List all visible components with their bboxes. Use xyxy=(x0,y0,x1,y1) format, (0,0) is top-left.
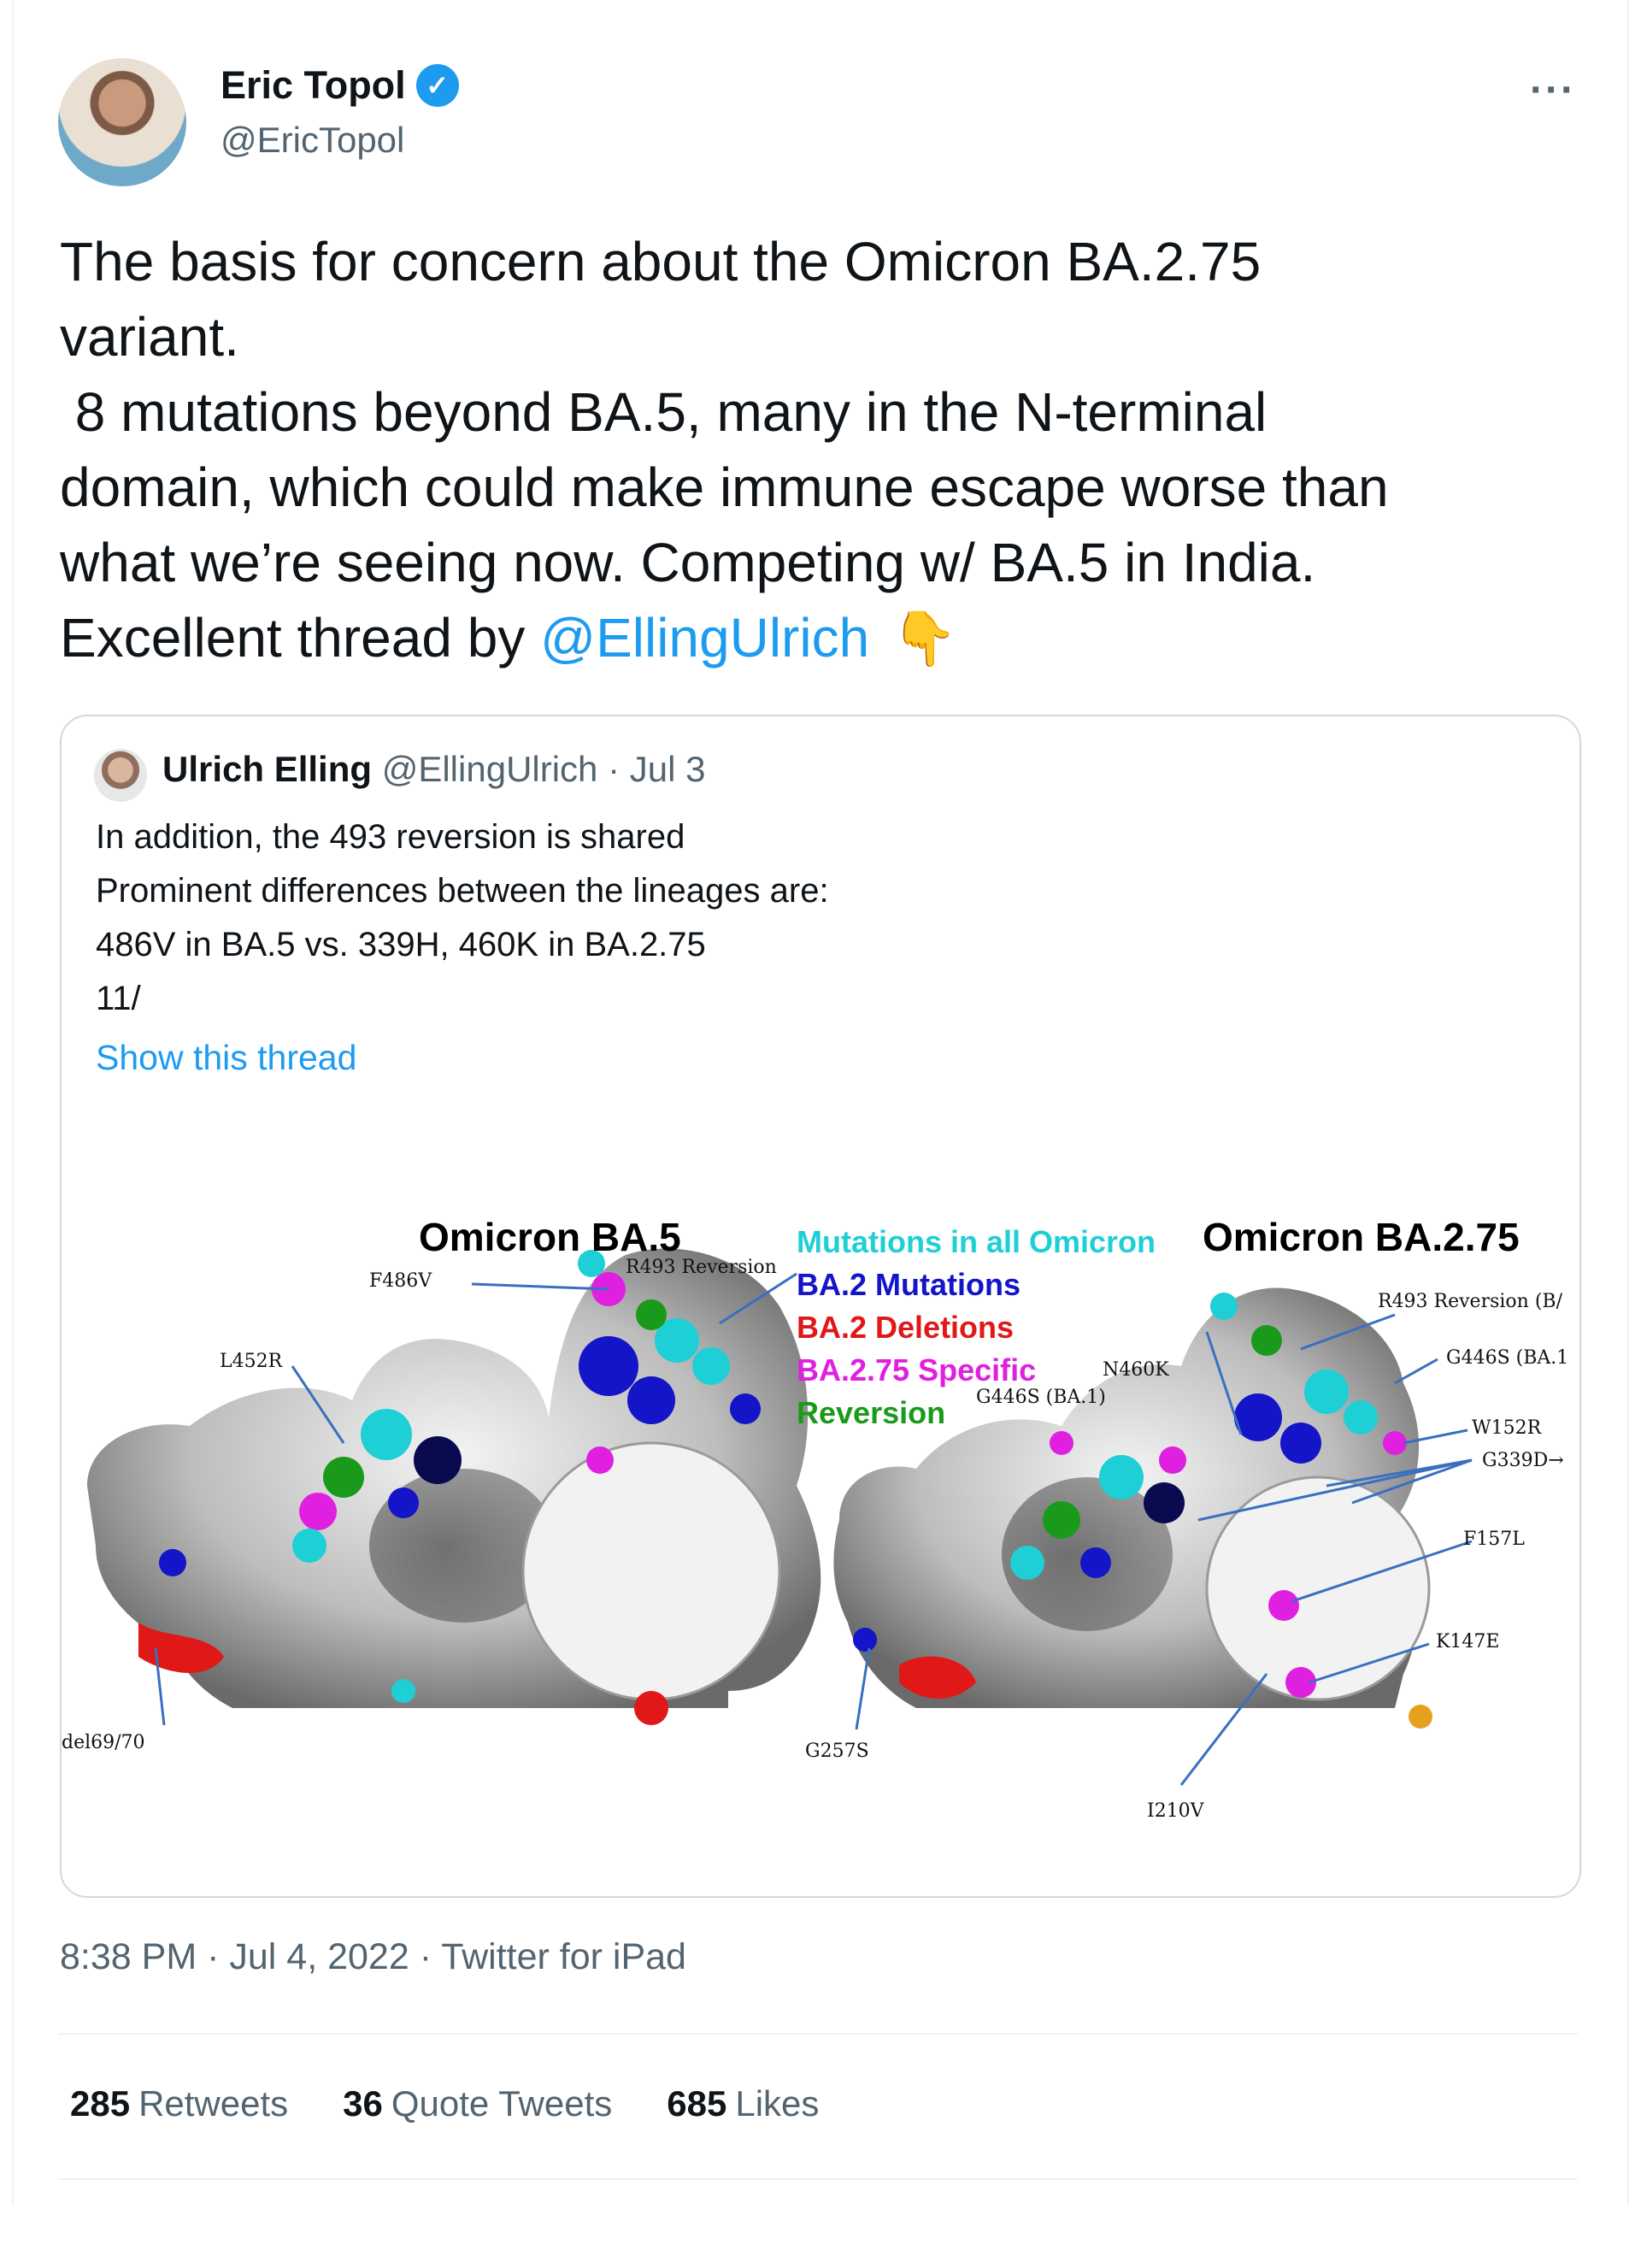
legend-item: BA.2 Deletions xyxy=(797,1310,1015,1345)
quoted-tweet-date[interactable]: Jul 3 xyxy=(629,749,706,789)
quoted-line: 486V in BA.5 vs. 339H, 460K in BA.2.75 xyxy=(96,926,706,963)
author-name-row: Eric Topol ✓ xyxy=(221,63,459,108)
label-g257s: G257S xyxy=(805,1741,869,1762)
meta-separator: · xyxy=(197,1936,230,1977)
ba5-title: Omicron BA.5 xyxy=(419,1215,681,1259)
quoted-tweet-card[interactable]: Ulrich Elling @EllingUlrich · Jul 3 In a… xyxy=(60,715,1581,1898)
ba275-title: Omicron BA.2.75 xyxy=(1203,1215,1520,1259)
divider xyxy=(58,2178,1578,2180)
retweets-label: Retweets xyxy=(138,2083,289,2124)
show-thread-link[interactable]: Show this thread xyxy=(96,1038,357,1077)
tweet-time[interactable]: 8:38 PM xyxy=(60,1936,197,1977)
protein-structures xyxy=(87,1248,1473,1786)
label-l452r: L452R xyxy=(220,1351,283,1372)
tweet-line-last: Excellent thread by @EllingUlrich 👇 xyxy=(60,600,1581,677)
likes-count: 685 xyxy=(667,2083,727,2124)
label-f486v: F486V xyxy=(369,1270,432,1292)
tweet-timestamp: 8:38 PM · Jul 4, 2022 · Twitter for iPad xyxy=(60,1936,686,1978)
tweet-line: The basis for concern about the Omicron … xyxy=(60,231,1262,292)
author-avatar[interactable] xyxy=(58,58,186,186)
quoted-tweet-header: Ulrich Elling @EllingUlrich · Jul 3 xyxy=(162,749,705,790)
label-k147e: K147E xyxy=(1436,1631,1500,1652)
tweet-frame xyxy=(12,0,1629,2206)
label-n460k: N460K xyxy=(1103,1359,1169,1381)
figure-legend: Mutations in all Omicron BA.2 Mutations … xyxy=(797,1221,1156,1434)
likes-stat[interactable]: 685 Likes xyxy=(667,2083,819,2124)
label-r493: R493 Reversion xyxy=(626,1257,777,1278)
legend-item: BA.2 Mutations xyxy=(797,1267,1021,1302)
retweets-stat[interactable]: 285 Retweets xyxy=(70,2083,288,2124)
tweet-line: domain, which could make immune escape w… xyxy=(60,457,1389,518)
quote-tweets-stat[interactable]: 36 Quote Tweets xyxy=(343,2083,612,2124)
legend-item: Reversion xyxy=(797,1395,946,1430)
quote-tweets-count: 36 xyxy=(343,2083,383,2124)
likes-label: Likes xyxy=(735,2083,820,2124)
more-options-icon[interactable]: ··· xyxy=(1530,68,1576,113)
quoted-line: 11/ xyxy=(96,980,141,1017)
label-r493-right: R493 Reversion (B/ xyxy=(1378,1291,1562,1312)
meta-separator: · xyxy=(409,1936,442,1977)
tweet-text: The basis for concern about the Omicron … xyxy=(60,224,1581,677)
date-separator: · xyxy=(597,749,630,789)
tweet-line-prefix: Excellent thread by xyxy=(60,607,541,669)
legend-item: Mutations in all Omicron xyxy=(797,1224,1156,1259)
author-name[interactable]: Eric Topol xyxy=(221,63,406,107)
quoted-author-handle[interactable]: @EllingUlrich xyxy=(381,749,598,789)
tweet-source[interactable]: Twitter for iPad xyxy=(441,1936,686,1977)
label-g446s-right-b: G446S (BA.1) xyxy=(976,1387,1106,1408)
callout-lines xyxy=(154,1272,1473,1786)
quoted-line: In addition, the 493 reversion is shared xyxy=(96,818,685,856)
tweet-line: what we’re seeing now. Competing w/ BA.5… xyxy=(60,532,1316,593)
retweets-count: 285 xyxy=(70,2083,131,2124)
divider xyxy=(58,2033,1578,2035)
label-i210v: I210V xyxy=(1147,1800,1204,1822)
label-g339d: G339D→ xyxy=(1482,1450,1564,1471)
ba5-structure xyxy=(87,1248,821,1725)
mention-link[interactable]: @EllingUlrich xyxy=(540,607,870,669)
label-g446s-right-a: G446S (BA.1 xyxy=(1446,1347,1569,1369)
quoted-tweet-image[interactable]: Omicron BA.5 Omicron BA.2.75 Mutations i… xyxy=(62,1161,1579,1896)
tweet-line: variant. xyxy=(60,306,239,368)
verified-badge-icon: ✓ xyxy=(415,64,459,107)
ba275-structure xyxy=(833,1287,1432,1729)
tweet-line: 8 mutations beyond BA.5, many in the N-t… xyxy=(60,381,1268,443)
label-del6970: del69/70 xyxy=(62,1732,145,1753)
quoted-line: Prominent differences between the lineag… xyxy=(96,872,829,910)
author-handle[interactable]: @EricTopol xyxy=(221,120,405,160)
tweet-date[interactable]: Jul 4, 2022 xyxy=(229,1936,409,1977)
quoted-author-name[interactable]: Ulrich Elling xyxy=(162,749,373,789)
quoted-tweet-text: In addition, the 493 reversion is shared… xyxy=(96,810,829,1026)
quote-tweets-label: Quote Tweets xyxy=(391,2083,613,2124)
engagement-stats: 285 Retweets 36 Quote Tweets 685 Likes xyxy=(70,2083,819,2124)
label-f157l: F157L xyxy=(1463,1529,1525,1550)
legend-item: BA.2.75 Specific xyxy=(797,1352,1037,1387)
pointing-down-emoji: 👇 xyxy=(891,610,958,669)
label-w152r: W152R xyxy=(1472,1417,1542,1439)
quoted-author-avatar[interactable] xyxy=(94,749,147,802)
